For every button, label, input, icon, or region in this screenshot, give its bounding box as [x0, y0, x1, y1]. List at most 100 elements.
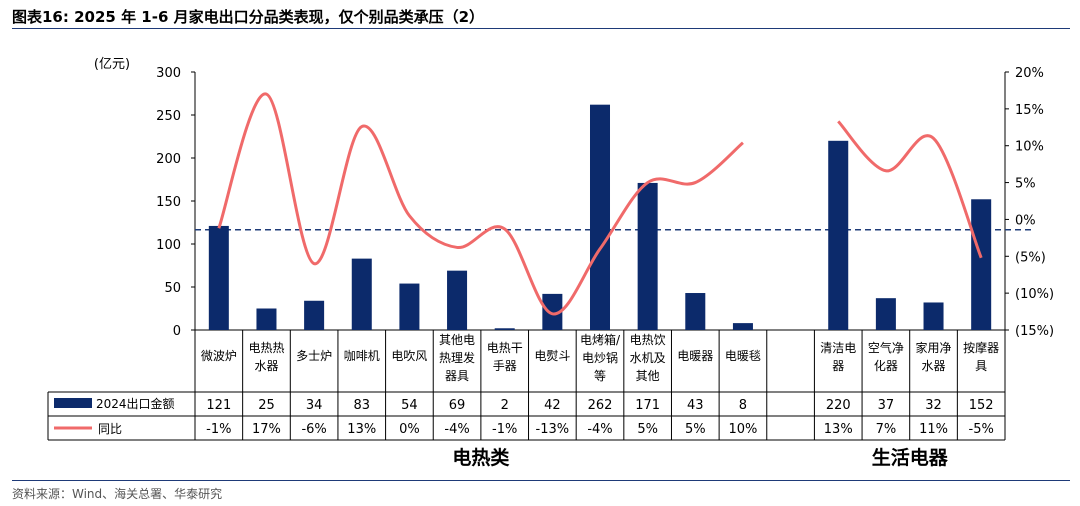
- category-label: 手器: [493, 359, 517, 373]
- category-label: 热理发: [439, 350, 475, 365]
- y-axis-unit: (亿元): [94, 57, 130, 72]
- y2-tick-label: 20%: [1015, 66, 1044, 81]
- bar-value-label: 152: [969, 398, 994, 413]
- y-tick-label: 300: [156, 66, 181, 81]
- title-rule: [12, 28, 1070, 29]
- figure-title: 图表16: 2025 年 1-6 月家电出口分品类表现，仅个别品类承压（2）: [12, 8, 485, 26]
- bar: [971, 199, 992, 330]
- bar: [494, 328, 515, 330]
- yoy-value-label: -5%: [969, 422, 994, 437]
- bar-value-label: 220: [826, 398, 851, 413]
- category-label: 家用净: [916, 340, 952, 355]
- category-label: 水器: [922, 359, 946, 373]
- category-label: 微波炉: [201, 349, 237, 363]
- y2-tick-label: (10%): [1015, 287, 1054, 302]
- bar: [589, 104, 611, 331]
- category-label: 电暖毯: [725, 349, 761, 363]
- bar: [637, 182, 658, 330]
- bar-value-label: 171: [635, 398, 660, 413]
- bar: [685, 293, 706, 330]
- category-label: 具: [975, 359, 987, 373]
- category-label: 多士炉: [296, 349, 332, 363]
- category-label: 咖啡机: [344, 348, 380, 363]
- bar-value-label: 42: [544, 398, 561, 413]
- yoy-line: [217, 92, 744, 316]
- yoy-value-label: 10%: [728, 422, 757, 437]
- bar: [351, 258, 372, 330]
- y-tick-label: 250: [156, 109, 181, 124]
- category-label: 器: [832, 359, 844, 373]
- yoy-value-label: 13%: [824, 422, 853, 437]
- y-tick-label: 0: [173, 324, 181, 339]
- legend-bar-swatch: [54, 398, 92, 408]
- bar-value-label: 121: [206, 398, 231, 413]
- bar-value-label: 54: [401, 398, 418, 413]
- y2-tick-label: 10%: [1015, 140, 1044, 155]
- category-label: 电吹风: [391, 349, 427, 363]
- bar: [256, 308, 277, 330]
- y2-tick-label: (5%): [1015, 250, 1046, 265]
- category-label: 电熨斗: [534, 349, 570, 363]
- y-tick-label: 200: [156, 152, 181, 167]
- category-label: 其他: [636, 369, 660, 383]
- y2-tick-label: 0%: [1015, 213, 1036, 228]
- y2-tick-label: (15%): [1015, 324, 1054, 339]
- source-rule: [12, 480, 1070, 481]
- category-label: 等: [594, 369, 606, 383]
- yoy-value-label: -4%: [587, 422, 612, 437]
- group-label: 生活电器: [872, 446, 949, 469]
- category-label: 其他电: [439, 333, 475, 347]
- category-label: 电热干: [487, 341, 523, 355]
- bar-value-label: 25: [258, 398, 275, 413]
- bar: [875, 298, 896, 330]
- y-tick-label: 150: [156, 195, 181, 210]
- bar-value-label: 262: [588, 398, 613, 413]
- source-note: 资料来源：Wind、海关总署、华泰研究: [12, 487, 223, 501]
- yoy-value-label: -4%: [444, 422, 469, 437]
- yoy-value-label: -13%: [536, 422, 570, 437]
- y2-tick-label: 5%: [1015, 177, 1036, 192]
- category-label: 化器: [874, 359, 898, 373]
- yoy-value-label: 5%: [637, 422, 658, 437]
- yoy-value-label: 17%: [252, 422, 281, 437]
- bar: [542, 293, 563, 330]
- category-label: 清洁电: [820, 341, 856, 355]
- y-tick-label: 100: [156, 238, 181, 253]
- category-label: 空气净: [868, 340, 904, 355]
- legend-line-label: 同比: [98, 422, 122, 436]
- category-label: 电热饮: [630, 333, 666, 347]
- bar-value-label: 32: [925, 398, 942, 413]
- category-label: 按摩器: [963, 340, 999, 355]
- line-layer: [217, 92, 983, 316]
- combo-chart: (亿元) 0 50 100 150 200 250 300 (15%) (10%) (5%) 0% 5%…: [47, 57, 1054, 469]
- yoy-value-label: -1%: [206, 422, 231, 437]
- category-label: 水机及: [630, 351, 666, 365]
- yoy-line: [837, 120, 983, 259]
- yoy-value-label: 5%: [685, 422, 706, 437]
- bar: [447, 270, 468, 330]
- yoy-value-label: 0%: [399, 422, 420, 437]
- bar-value-label: 34: [306, 398, 323, 413]
- yoy-value-label: -6%: [301, 422, 326, 437]
- yoy-value-label: 13%: [347, 422, 376, 437]
- bar: [828, 140, 849, 330]
- yoy-value-label: 7%: [876, 422, 897, 437]
- bar-value-label: 69: [449, 398, 466, 413]
- bar: [304, 300, 325, 330]
- legend-bar-label: 2024出口金额: [96, 396, 175, 411]
- category-label: 电烤箱/: [580, 332, 621, 347]
- bar: [923, 302, 944, 330]
- bar: [208, 225, 229, 330]
- category-label: 电热热: [248, 341, 284, 355]
- y2-tick-label: 15%: [1015, 103, 1044, 118]
- yoy-value-label: -1%: [492, 422, 517, 437]
- group-label: 电热类: [452, 446, 509, 469]
- bar-value-label: 83: [353, 398, 370, 413]
- category-label: 电暖器: [677, 349, 713, 363]
- bar: [732, 323, 753, 330]
- bar-value-label: 2: [501, 398, 509, 413]
- category-label: 器具: [445, 369, 469, 383]
- bar-value-label: 8: [739, 398, 747, 413]
- yoy-value-label: 11%: [919, 422, 948, 437]
